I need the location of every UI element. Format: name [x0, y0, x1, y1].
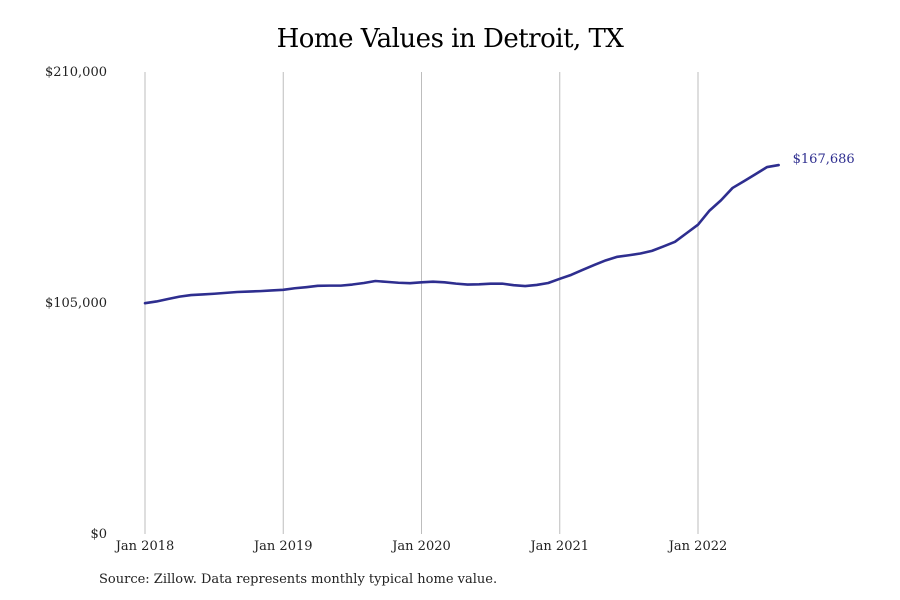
y-tick-label: $105,000 — [45, 296, 107, 311]
series-line — [143, 163, 780, 305]
x-tick-label: Jan 2018 — [114, 539, 175, 554]
x-tick-label: Jan 2021 — [528, 539, 589, 554]
y-tick-label: $0 — [90, 527, 107, 542]
chart-title: Home Values in Detroit, TX — [276, 24, 624, 54]
x-tick-label: Jan 2022 — [667, 539, 728, 554]
series-layer — [143, 163, 780, 305]
x-axis-ticks: Jan 2018 Jan 2019 Jan 2020 Jan 2021 Jan 2022 — [114, 539, 728, 554]
x-tick-label: Jan 2020 — [390, 539, 451, 554]
data-labels: $167,686 — [793, 152, 855, 167]
source-note: Source: Zillow. Data represents monthly … — [99, 572, 498, 587]
y-axis-ticks: $0 $105,000 $210,000 — [45, 65, 107, 542]
x-tick-label: Jan 2019 — [252, 539, 313, 554]
y-tick-label: $210,000 — [45, 65, 107, 80]
end-value-label: $167,686 — [793, 152, 855, 167]
grid-lines — [144, 72, 699, 534]
